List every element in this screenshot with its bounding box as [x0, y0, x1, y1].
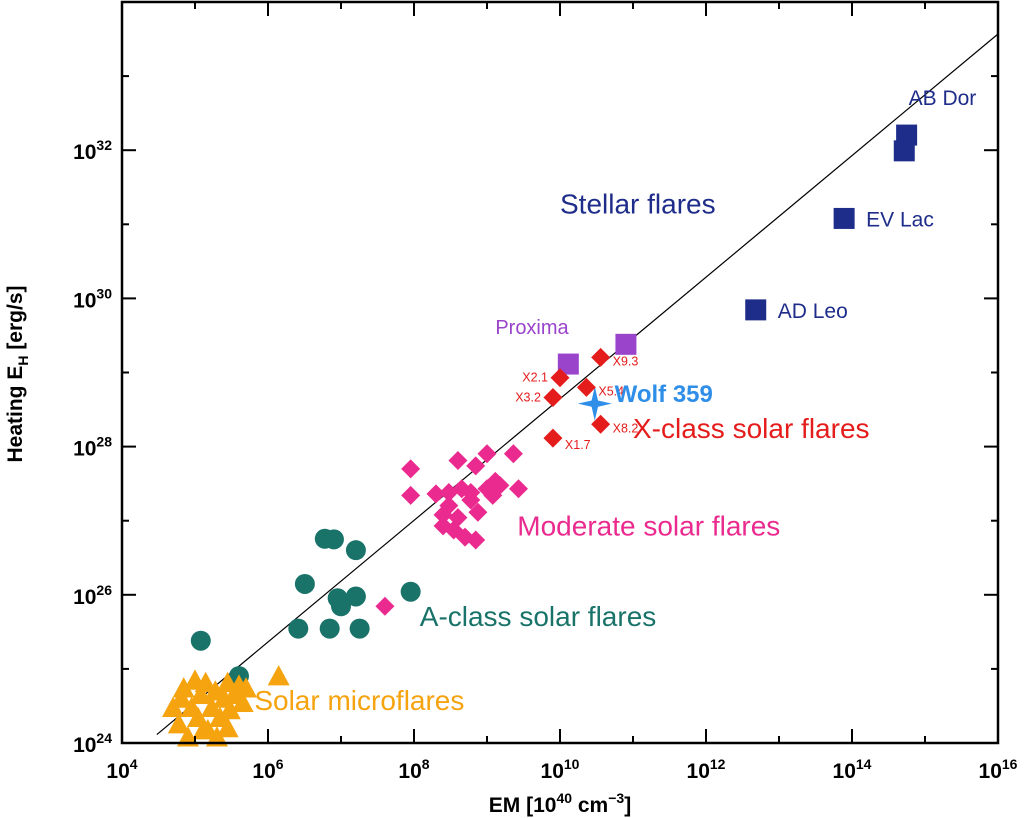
solar-microflares-point-2	[172, 677, 195, 698]
point-label-x8-2: X8.2	[613, 421, 639, 435]
group-label-solar-microflares: Solar microflares	[254, 685, 464, 716]
a-class-solar-flares-point-3	[294, 573, 315, 594]
x-tick-label-4: 104	[106, 756, 137, 783]
solar-microflares-point-24	[267, 665, 290, 686]
stellar-flares-point-3	[745, 299, 767, 321]
stellar-flares-point-0	[896, 124, 918, 146]
a-class-solar-flares-point-11	[190, 630, 211, 651]
moderate-solar-flares-point-16	[433, 505, 453, 525]
x-tick-label-12: 1012	[687, 756, 726, 783]
x-class-solar-flares-point-4	[591, 414, 611, 434]
wolf-359-point-0	[577, 386, 612, 421]
x-axis-title: EM [1040 cm−3]	[489, 790, 631, 817]
moderate-solar-flares-point-19	[466, 530, 486, 550]
stellar-flares-point-1	[893, 140, 915, 162]
moderate-solar-flares-point-1	[401, 485, 421, 505]
series-stellar-flares	[745, 124, 918, 321]
solar-microflares-point-3	[176, 726, 199, 747]
group-label-x-class-solar-flares: X-class solar flares	[633, 413, 870, 444]
x-tick-label-6: 106	[252, 756, 283, 783]
group-label-proxima: Proxima	[495, 317, 569, 339]
x-tick-label-16: 1016	[979, 756, 1018, 783]
moderate-solar-flares-point-11	[508, 479, 528, 499]
a-class-solar-flares-point-8	[345, 586, 366, 607]
proxima-point-0	[557, 353, 579, 375]
solar-microflares-point-1	[167, 713, 190, 734]
point-label-ad-leo: AD Leo	[778, 300, 848, 323]
group-label-wolf-359: Wolf 359	[615, 381, 713, 408]
series-moderate-solar-flares	[375, 444, 528, 616]
x-class-solar-flares-point-2	[591, 347, 611, 367]
solar-microflares-point-8	[194, 671, 217, 693]
solar-microflares-point-16	[218, 698, 241, 720]
solar-microflares-point-12	[205, 726, 228, 747]
series-proxima	[557, 333, 637, 375]
a-class-solar-flares-point-9	[349, 618, 370, 639]
solar-microflares-point-23	[216, 716, 239, 738]
a-class-solar-flares-point-5	[319, 618, 340, 639]
x-class-solar-flares-point-5	[543, 428, 563, 448]
group-label-stellar-flares: Stellar flares	[560, 188, 716, 219]
moderate-solar-flares-point-8	[477, 444, 497, 464]
moderate-solar-flares-point-23	[433, 516, 453, 536]
a-class-solar-flares-point-7	[327, 588, 348, 609]
moderate-solar-flares-point-2	[426, 484, 446, 504]
a-class-solar-flares-point-10	[400, 581, 421, 602]
x-tick-label-8: 108	[398, 756, 429, 783]
moderate-solar-flares-point-6	[448, 450, 468, 470]
a-class-solar-flares-point-4	[288, 618, 309, 639]
x-tick-label-10: 1010	[541, 756, 580, 783]
moderate-solar-flares-point-10	[503, 444, 523, 464]
moderate-solar-flares-point-24	[375, 596, 395, 616]
y-tick-label-24: 1024	[73, 730, 112, 757]
x-class-solar-flares-point-1	[543, 387, 563, 407]
series-x-class-solar-flares	[543, 347, 611, 448]
y-tick-label-32: 1032	[73, 137, 112, 164]
group-label-moderate-solar-flares: Moderate solar flares	[517, 511, 780, 542]
point-label-x2-1: X2.1	[522, 371, 548, 385]
stellar-flares-point-2	[833, 207, 855, 229]
moderate-solar-flares-point-13	[461, 490, 481, 510]
moderate-solar-flares-point-22	[490, 475, 510, 495]
point-label-x1-7: X1.7	[565, 438, 591, 452]
solar-microflares-point-20	[235, 677, 258, 698]
solar-microflares-point-22	[192, 718, 215, 740]
group-label-a-class-solar-flares: A-class solar flares	[420, 601, 657, 632]
a-class-solar-flares-point-2	[345, 540, 366, 561]
x-class-solar-flares-point-0	[550, 368, 570, 388]
moderate-solar-flares-point-7	[466, 456, 486, 476]
fit-line	[156, 33, 999, 736]
series-a-class-solar-flares	[190, 528, 421, 687]
y-tick-label-26: 1026	[73, 582, 112, 609]
moderate-solar-flares-point-0	[401, 459, 421, 479]
a-class-solar-flares-point-1	[323, 529, 344, 550]
moderate-solar-flares-point-20	[468, 502, 488, 522]
series-solar-microflares	[162, 665, 290, 747]
point-label-x3-2: X3.2	[515, 390, 541, 404]
point-label-ev-lac: EV Lac	[866, 208, 934, 231]
x-tick-label-14: 1014	[833, 756, 872, 783]
proxima-point-1	[615, 333, 637, 355]
solar-microflares-point-19	[231, 691, 254, 713]
point-label-x9-3: X9.3	[613, 354, 639, 368]
x-class-solar-flares-point-3	[576, 377, 596, 397]
point-label-x5-4: X5.4	[598, 384, 624, 398]
y-axis-title: Heating EH [erg/s]	[4, 286, 31, 463]
y-tick-label-30: 1030	[73, 285, 112, 312]
series-wolf-359	[577, 386, 612, 421]
point-label-ab-dor: AB Dor	[909, 87, 977, 110]
solar-microflares-point-21	[170, 687, 193, 708]
y-tick-label-28: 1028	[73, 434, 112, 461]
